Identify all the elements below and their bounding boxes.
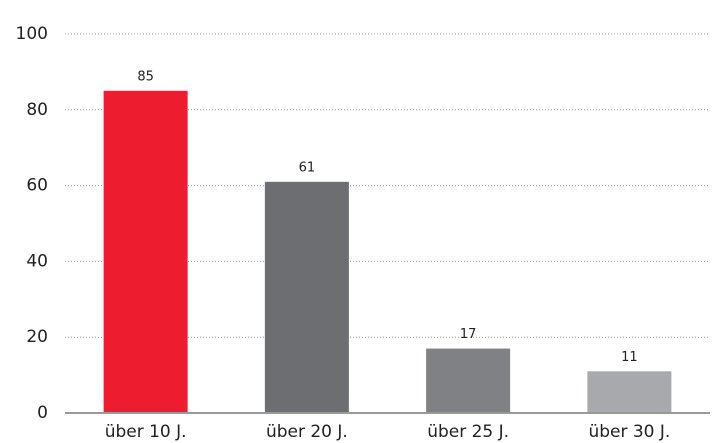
bar	[426, 348, 511, 413]
bar	[587, 371, 672, 413]
x-tick-label: über 30 J.	[588, 422, 670, 442]
y-tick-label: 80	[26, 100, 48, 120]
value-label: 61	[299, 160, 316, 175]
value-label: 85	[137, 69, 154, 84]
x-tick-label: über 25 J.	[427, 422, 509, 442]
value-label: 11	[621, 350, 638, 365]
x-tick-label: über 10 J.	[105, 422, 187, 442]
y-tick-label: 0	[37, 403, 48, 423]
bar	[103, 90, 188, 413]
value-label: 17	[460, 327, 477, 342]
y-tick-label: 100	[16, 24, 48, 44]
x-tick-label: über 20 J.	[266, 422, 348, 442]
y-tick-label: 60	[26, 176, 48, 196]
y-tick-label: 40	[26, 251, 48, 271]
y-tick-label: 20	[26, 327, 48, 347]
bar	[264, 181, 349, 413]
